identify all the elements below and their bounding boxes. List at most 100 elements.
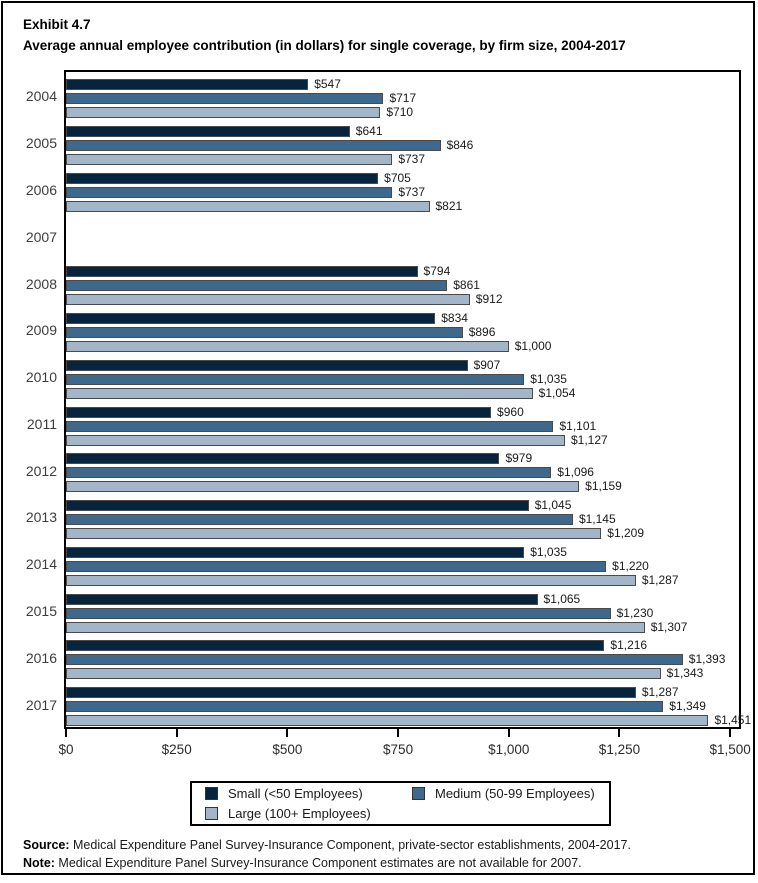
bar-row: $1,343 [66,666,739,681]
bar-value-label: $1,220 [612,558,649,573]
bar [66,467,552,479]
bar-row: $737 [66,184,739,199]
x-axis-tick [286,729,289,737]
bar-row: $846 [66,137,739,152]
legend: Small (<50 Employees) Medium (50-99 Emplo… [190,781,611,826]
bar-value-label: $1,065 [543,591,581,606]
bar [66,654,683,666]
bar-row: $1,101 [66,419,739,432]
bar [66,294,470,306]
bar-group-2016: $1,216 $1,393 $1,343 [66,633,739,680]
legend-swatch [205,807,218,820]
year-label: 2007 [25,228,57,245]
legend-item: Large (100+ Employees) [205,806,412,821]
bar-row: $1,349 [66,700,739,713]
bar-row: $1,287 [66,686,739,699]
year-label: 2017 [25,696,57,713]
year-label: 2006 [25,181,57,198]
bar-value-label: $1,230 [616,605,654,620]
bar-value-label: $907 [473,357,501,372]
bar-group-2011: $960 $1,101 $1,127 [66,400,739,447]
bar-row: $1,127 [66,432,739,447]
year-label: 2013 [25,509,57,526]
bar-row: $1,230 [66,605,739,620]
bar-value-label: $547 [314,77,341,91]
bar [66,172,379,184]
year-label: 2005 [25,135,57,152]
x-axis-tick-label: $1,250 [598,742,641,757]
source-label: Source: [23,838,70,852]
bar [66,312,436,324]
bar-value-label: $1,393 [688,652,726,667]
bar [66,373,525,385]
bar-group-2013: $1,045 $1,145 $1,209 [66,493,739,540]
legend-item: Medium (50-99 Employees) [412,786,609,801]
bar-value-label: $1,054 [538,385,576,400]
note-label: Note: [23,855,55,870]
bar-row: $1,220 [66,558,739,573]
x-axis-tick [397,729,400,737]
legend-label: Small (<50 Employees) [228,786,363,801]
bar-value-label: $1,216 [610,638,648,653]
bar-value-label: $1,343 [666,666,704,681]
x-axis-tick [729,729,732,737]
bar [66,560,607,572]
bar [66,139,441,151]
bar-value-label: $834 [441,310,468,325]
bar-value-label: $641 [355,123,383,138]
bar-row: $710 [66,105,739,119]
bar-row: $1,096 [66,466,739,479]
bar-row: $1,209 [66,526,739,541]
bar-group-2004: $547 $717 $710 [66,72,739,119]
bar [66,687,636,699]
bar-value-label: $794 [423,264,451,279]
bar-row: $1,035 [66,372,739,385]
x-axis-tick-label: $1,500 [709,742,751,757]
bar-row: $1,307 [66,619,739,634]
year-label: 2012 [25,462,57,479]
bar-group-2017: $1,287 $1,349 $1,451 [66,680,751,727]
bar [66,514,573,526]
bar [66,266,418,278]
year-label: 2016 [25,649,57,666]
bar-group-2007 [66,212,739,259]
bar-value-label: $717 [389,91,417,105]
x-axis-tick [618,729,621,737]
bar [66,107,381,118]
bar [66,420,554,432]
bar-row: $1,216 [66,638,739,653]
bar-value-label: $710 [386,105,414,119]
bar [66,546,525,558]
bar-value-label: $1,127 [570,432,608,447]
bar [66,640,605,652]
bar-row: $547 [66,77,739,91]
bar-value-label: $1,000 [514,338,552,353]
bar [66,481,580,493]
bar-group-2014: $1,035 $1,220 $1,287 [66,540,739,587]
bar-row: $641 [66,123,739,138]
bar-value-label: $1,209 [607,526,644,541]
bar-row: $794 [66,264,739,279]
bar-value-label: $896 [468,324,496,339]
bar-value-label: $1,307 [650,619,688,634]
bar [66,153,393,165]
year-label: 2004 [25,88,57,105]
bar [66,701,664,713]
bar-value-label: $737 [398,184,426,199]
bar-value-label: $705 [384,170,411,185]
bar [66,406,492,418]
bar-row: $821 [66,199,739,212]
bar [66,453,500,465]
bar-row: $979 [66,452,739,465]
bar-value-label: $1,287 [641,572,679,587]
bar [66,715,709,727]
bar [66,593,538,605]
bar-group-2009: $834 $896 $1,000 [66,306,739,353]
bar-group-2005: $641 $846 $737 [66,119,739,166]
legend-item: Small (<50 Employees) [205,786,412,801]
bar-value-label: $846 [446,137,474,152]
bar-value-label: $1,159 [585,479,622,494]
bar [66,186,393,198]
legend-label: Medium (50-99 Employees) [435,786,595,801]
title-block: Exhibit 4.7 Average annual employee cont… [23,14,626,56]
